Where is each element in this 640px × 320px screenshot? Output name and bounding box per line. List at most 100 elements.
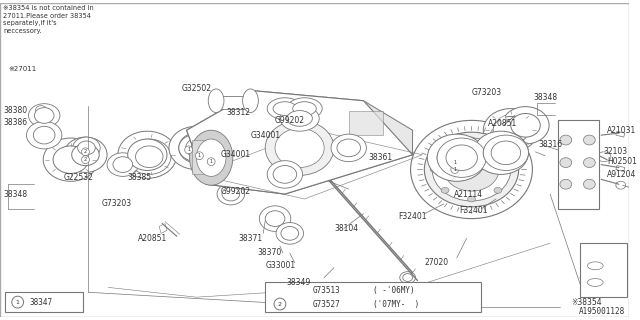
Ellipse shape <box>494 188 502 193</box>
Ellipse shape <box>483 139 518 166</box>
Ellipse shape <box>35 106 47 116</box>
Text: 1: 1 <box>453 167 456 172</box>
Ellipse shape <box>107 153 138 176</box>
Text: 1: 1 <box>16 300 20 305</box>
Text: 38348: 38348 <box>533 93 557 102</box>
Ellipse shape <box>560 179 572 189</box>
Ellipse shape <box>259 206 291 231</box>
Text: ( -'06MY): ( -'06MY) <box>373 286 415 295</box>
Polygon shape <box>499 116 507 124</box>
Ellipse shape <box>505 166 513 172</box>
Polygon shape <box>5 292 83 312</box>
Ellipse shape <box>169 126 224 170</box>
Circle shape <box>81 148 90 156</box>
Ellipse shape <box>36 128 46 136</box>
Ellipse shape <box>273 102 297 116</box>
Ellipse shape <box>502 107 549 144</box>
Ellipse shape <box>411 120 532 219</box>
Ellipse shape <box>186 138 211 158</box>
Text: 38348: 38348 <box>3 189 27 198</box>
Ellipse shape <box>491 141 520 164</box>
Ellipse shape <box>584 179 595 189</box>
Ellipse shape <box>217 183 244 205</box>
Text: 2: 2 <box>84 157 87 162</box>
Ellipse shape <box>267 98 303 119</box>
Ellipse shape <box>222 187 239 201</box>
Polygon shape <box>616 182 625 188</box>
Text: 1: 1 <box>198 153 201 158</box>
Ellipse shape <box>437 138 486 177</box>
Ellipse shape <box>208 89 224 113</box>
Ellipse shape <box>219 169 243 180</box>
Ellipse shape <box>337 139 360 157</box>
Circle shape <box>207 158 215 165</box>
Text: 38380: 38380 <box>3 106 27 115</box>
Ellipse shape <box>441 188 449 193</box>
Ellipse shape <box>494 146 502 152</box>
Ellipse shape <box>179 134 214 162</box>
Text: 1: 1 <box>210 159 212 164</box>
Text: G22532: G22532 <box>64 173 93 182</box>
Ellipse shape <box>287 111 312 126</box>
Ellipse shape <box>588 262 603 270</box>
Polygon shape <box>349 111 383 135</box>
Text: F32401: F32401 <box>460 206 488 215</box>
Text: 38386: 38386 <box>3 118 27 127</box>
Text: A20851: A20851 <box>488 119 518 128</box>
Ellipse shape <box>72 144 99 165</box>
Circle shape <box>451 165 459 173</box>
Text: 38371: 38371 <box>239 234 263 243</box>
Ellipse shape <box>44 138 98 181</box>
Text: 38370: 38370 <box>257 249 282 258</box>
Ellipse shape <box>511 114 540 137</box>
Ellipse shape <box>136 146 163 168</box>
Ellipse shape <box>468 196 476 202</box>
Polygon shape <box>580 243 627 297</box>
Text: G73513: G73513 <box>312 286 340 295</box>
Ellipse shape <box>287 98 322 119</box>
Text: 38349: 38349 <box>287 278 311 287</box>
Ellipse shape <box>35 108 54 123</box>
Polygon shape <box>216 96 250 108</box>
Ellipse shape <box>189 130 233 185</box>
Circle shape <box>185 146 193 154</box>
Ellipse shape <box>26 121 62 149</box>
Ellipse shape <box>331 134 366 162</box>
Text: A21031: A21031 <box>607 126 636 135</box>
Text: G73527: G73527 <box>312 300 340 308</box>
Text: G34001: G34001 <box>221 150 251 159</box>
Text: G33001: G33001 <box>265 261 295 270</box>
Text: 38316: 38316 <box>538 140 563 149</box>
Polygon shape <box>616 131 625 137</box>
Text: G73203: G73203 <box>472 88 502 97</box>
Polygon shape <box>265 283 481 312</box>
Ellipse shape <box>29 104 60 127</box>
Ellipse shape <box>64 137 107 172</box>
Text: H02501: H02501 <box>607 157 637 166</box>
Text: A21114: A21114 <box>454 189 483 198</box>
Ellipse shape <box>441 146 449 152</box>
Ellipse shape <box>428 134 486 181</box>
Text: A195001128: A195001128 <box>579 308 625 316</box>
Ellipse shape <box>267 161 303 188</box>
Ellipse shape <box>444 148 499 191</box>
Ellipse shape <box>597 152 611 162</box>
Polygon shape <box>191 140 211 174</box>
Polygon shape <box>616 165 625 172</box>
Ellipse shape <box>273 165 297 183</box>
Text: 2: 2 <box>84 149 87 154</box>
Text: 38385: 38385 <box>128 173 152 182</box>
Text: 1: 1 <box>453 160 456 165</box>
Polygon shape <box>159 224 167 233</box>
Ellipse shape <box>275 128 324 168</box>
Text: G32502: G32502 <box>182 84 212 93</box>
Circle shape <box>81 156 90 164</box>
Text: ('07MY-  ): ('07MY- ) <box>373 300 419 308</box>
Ellipse shape <box>474 131 529 174</box>
Ellipse shape <box>128 139 171 174</box>
Ellipse shape <box>616 181 626 189</box>
Ellipse shape <box>446 145 477 171</box>
Text: G73203: G73203 <box>101 199 131 208</box>
Ellipse shape <box>73 137 100 159</box>
Ellipse shape <box>432 138 511 201</box>
